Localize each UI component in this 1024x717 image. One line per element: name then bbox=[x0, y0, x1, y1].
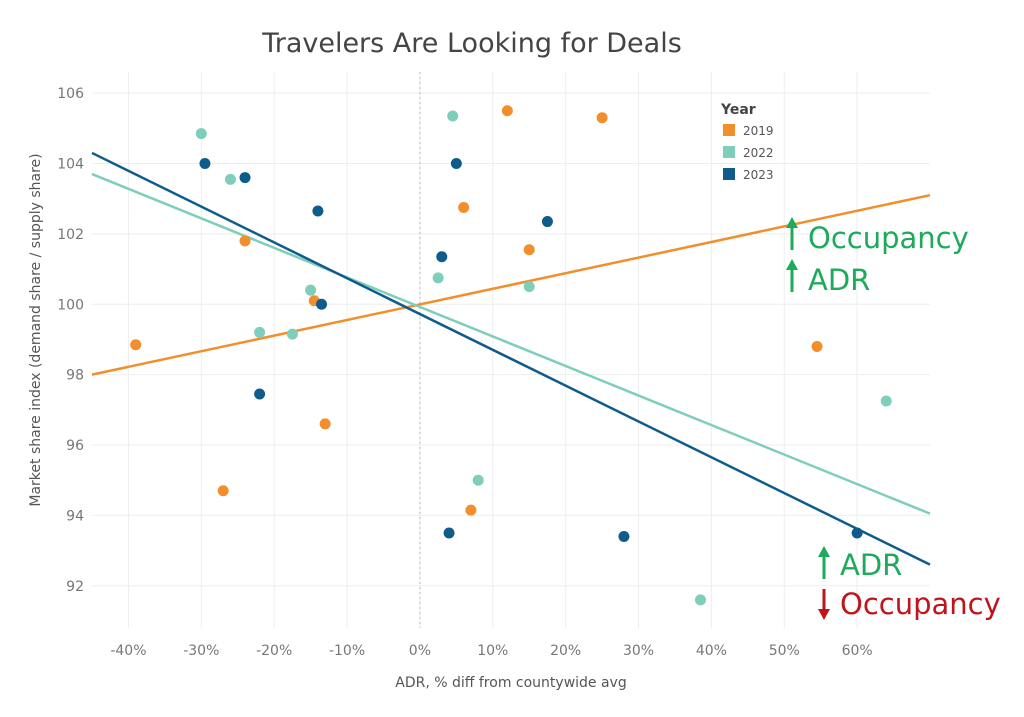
point-2023 bbox=[254, 388, 266, 400]
point-2022 bbox=[523, 281, 535, 293]
annotation-lower-adr: ADR bbox=[840, 548, 902, 582]
point-2022 bbox=[447, 110, 459, 122]
point-2023 bbox=[436, 251, 448, 263]
point-2019 bbox=[130, 339, 142, 351]
down-arrow-icon bbox=[818, 589, 830, 620]
y-tick-label: 98 bbox=[66, 368, 84, 384]
point-2022 bbox=[286, 328, 298, 340]
point-2023 bbox=[239, 172, 251, 184]
annotation-lower: ADR Occupancy bbox=[818, 546, 1001, 621]
annotation-upper-occupancy: Occupancy bbox=[808, 221, 969, 255]
x-tick-label: 10% bbox=[477, 643, 508, 659]
legend-title: Year bbox=[720, 102, 756, 118]
x-tick-label: 50% bbox=[769, 643, 800, 659]
y-tick-label: 100 bbox=[57, 297, 84, 313]
x-tick-label: 20% bbox=[550, 643, 581, 659]
y-tick-label: 106 bbox=[57, 86, 84, 102]
up-arrow-icon bbox=[818, 546, 830, 579]
annotation-upper-adr: ADR bbox=[808, 263, 870, 297]
annotation-lower-occupancy: Occupancy bbox=[840, 587, 1001, 621]
legend-label-2023: 2023 bbox=[743, 168, 774, 182]
point-2023 bbox=[199, 157, 211, 169]
point-2022 bbox=[880, 395, 892, 407]
point-2023 bbox=[851, 527, 863, 539]
point-2022 bbox=[305, 284, 317, 296]
up-arrow-icon bbox=[786, 217, 798, 250]
trend-line-2022 bbox=[91, 172, 931, 515]
point-2023 bbox=[443, 527, 455, 539]
y-tick-label: 94 bbox=[66, 508, 84, 524]
point-2023 bbox=[541, 216, 553, 228]
x-tick-label: 30% bbox=[623, 643, 654, 659]
x-tick-label: 40% bbox=[696, 643, 727, 659]
point-2022 bbox=[694, 594, 706, 606]
x-tick-label: 60% bbox=[842, 643, 873, 659]
legend-swatch-2022 bbox=[723, 146, 735, 158]
point-2023 bbox=[450, 157, 462, 169]
point-2019 bbox=[465, 504, 477, 516]
legend-label-2022: 2022 bbox=[743, 146, 774, 160]
point-2019 bbox=[596, 112, 608, 124]
x-axis-label: ADR, % diff from countywide avg bbox=[395, 675, 626, 691]
point-2023 bbox=[316, 298, 328, 310]
legend-label-2019: 2019 bbox=[743, 124, 774, 138]
x-tick-label: -10% bbox=[329, 643, 365, 659]
point-2023 bbox=[618, 531, 630, 543]
point-2022 bbox=[472, 474, 484, 486]
point-2022 bbox=[224, 173, 236, 185]
point-2019 bbox=[811, 340, 823, 352]
y-tick-label: 102 bbox=[57, 227, 84, 243]
x-tick-label: 0% bbox=[409, 643, 431, 659]
point-2022 bbox=[195, 128, 207, 140]
legend: Year 2019 2022 2023 bbox=[720, 102, 774, 182]
chart-title: Travelers Are Looking for Deals bbox=[261, 28, 682, 59]
legend-swatch-2023 bbox=[723, 168, 735, 180]
y-tick-label: 92 bbox=[66, 579, 84, 595]
point-2022 bbox=[254, 326, 266, 338]
x-tick-label: -30% bbox=[183, 643, 219, 659]
point-2019 bbox=[501, 105, 513, 117]
data-points bbox=[130, 105, 892, 606]
y-axis-ticks: 92 94 96 98 100 102 104 106 bbox=[57, 86, 84, 595]
trend-line-2023 bbox=[91, 151, 931, 566]
point-2019 bbox=[239, 235, 251, 247]
up-arrow-icon bbox=[786, 259, 798, 292]
point-2019 bbox=[523, 244, 535, 256]
legend-swatch-2019 bbox=[723, 124, 735, 136]
point-2019 bbox=[217, 485, 229, 497]
point-2019 bbox=[458, 201, 470, 213]
x-axis-ticks: -40% -30% -20% -10% 0% 10% 20% 30% 40% 50% 60% bbox=[110, 643, 872, 659]
annotation-upper: Occupancy ADR bbox=[786, 217, 969, 297]
x-tick-label: -40% bbox=[110, 643, 146, 659]
y-tick-label: 104 bbox=[57, 156, 84, 172]
y-axis-label: Market share index (demand share / suppl… bbox=[28, 153, 44, 506]
point-2023 bbox=[312, 205, 324, 217]
x-tick-label: -20% bbox=[256, 643, 292, 659]
point-2022 bbox=[432, 272, 444, 284]
point-2019 bbox=[319, 418, 331, 430]
y-tick-label: 96 bbox=[66, 438, 84, 454]
